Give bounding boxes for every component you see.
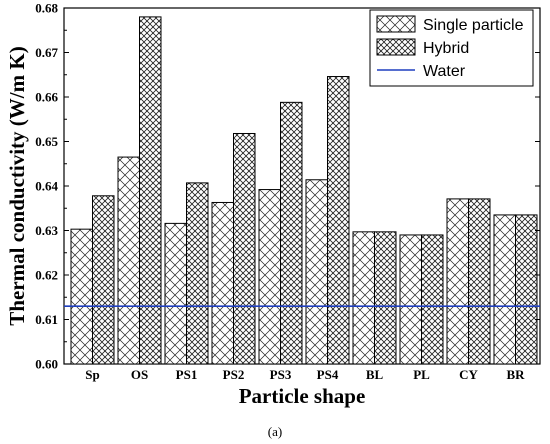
- legend-swatch-hybrid: [376, 38, 416, 56]
- bar-hybrid-sp: [92, 195, 115, 365]
- bar-hybrid-ps2: [233, 132, 256, 365]
- x-tick-label: PS1: [176, 367, 198, 382]
- y-tick-label: 0.64: [35, 179, 58, 194]
- bar-single-cy: [446, 198, 469, 365]
- x-tick-label: CY: [459, 367, 478, 382]
- bar-single-pl: [399, 234, 422, 365]
- legend: Single particle Hybrid Water: [369, 9, 534, 87]
- bar-single-ps2: [211, 201, 234, 365]
- x-tick-label: Sp: [85, 367, 99, 382]
- legend-label-hybrid: Hybrid: [423, 40, 469, 57]
- bar-single-ps1: [164, 222, 187, 365]
- x-tick-label: PS4: [317, 367, 339, 382]
- x-tick-label: PS2: [223, 367, 245, 382]
- bar-hybrid-ps4: [327, 76, 350, 365]
- x-tick-label: PL: [413, 367, 430, 382]
- bar-single-ps4: [305, 179, 328, 365]
- x-tick-label: OS: [131, 367, 148, 382]
- bar-single-os: [117, 156, 140, 365]
- bar-hybrid-os: [139, 16, 162, 365]
- bar-single-ps3: [258, 189, 281, 365]
- y-tick-label: 0.63: [35, 223, 58, 238]
- y-axis-title: Thermal conductivity (W/m K): [5, 46, 29, 325]
- x-axis-title: Particle shape: [239, 384, 366, 408]
- y-tick-label: 0.67: [35, 45, 58, 60]
- bar-hybrid-br: [515, 214, 538, 365]
- x-tick-label: BR: [506, 367, 525, 382]
- y-tick-label: 0.61: [35, 312, 58, 327]
- legend-swatch-single: [376, 15, 416, 33]
- x-tick-label: PS3: [270, 367, 292, 382]
- bar-hybrid-cy: [468, 198, 491, 365]
- bar-hybrid-pl: [421, 234, 444, 365]
- y-tick-label: 0.65: [35, 134, 58, 149]
- x-tick-label: BL: [366, 367, 384, 382]
- bar-single-br: [493, 214, 516, 365]
- y-tick-label: 0.66: [35, 90, 58, 105]
- y-tick-label: 0.60: [35, 357, 58, 372]
- y-tick-label: 0.68: [35, 1, 58, 16]
- y-tick-label: 0.62: [35, 268, 58, 283]
- bar-single-sp: [70, 228, 93, 365]
- bar-hybrid-bl: [374, 231, 397, 365]
- bar-hybrid-ps3: [280, 101, 303, 365]
- bar-single-bl: [352, 231, 375, 365]
- legend-label-single: Single particle: [423, 17, 524, 34]
- bar-hybrid-ps1: [186, 182, 209, 365]
- figure-caption: (a): [268, 424, 282, 439]
- legend-label-water: Water: [423, 63, 466, 80]
